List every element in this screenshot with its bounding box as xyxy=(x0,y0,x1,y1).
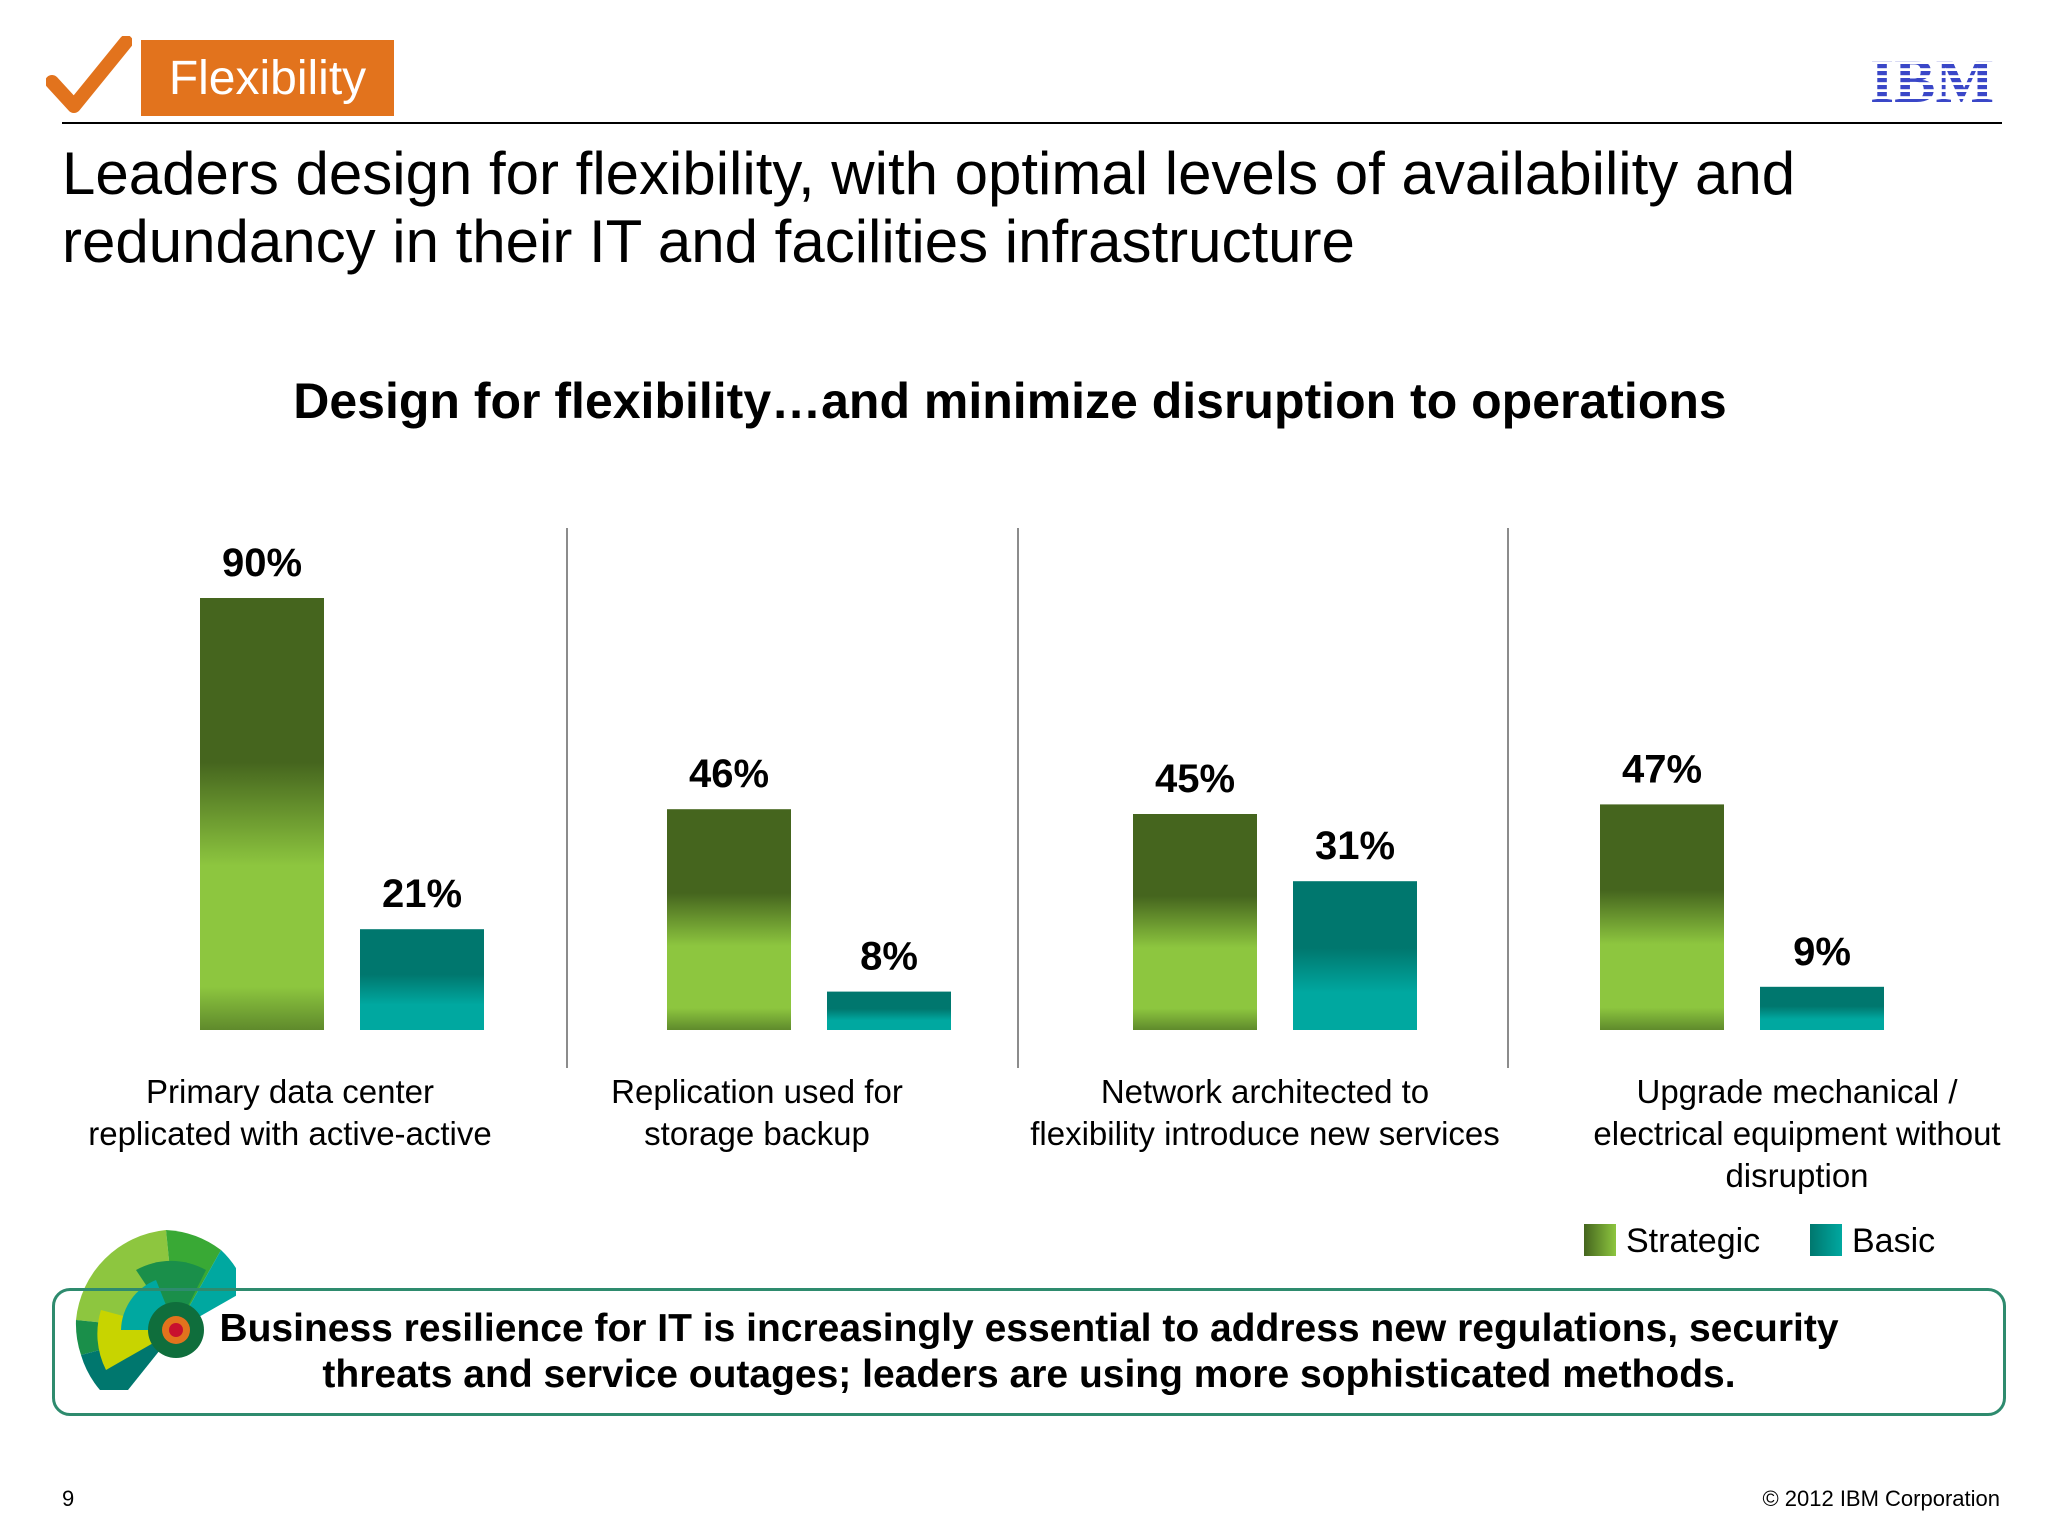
value-label-strategic-2: 46% xyxy=(689,752,769,796)
bar-basic-3 xyxy=(1293,881,1417,1030)
legend-label-strategic: Strategic xyxy=(1626,1222,1760,1260)
value-label-basic-2: 8% xyxy=(860,935,918,979)
value-label-basic-1: 21% xyxy=(382,872,462,916)
svg-text:IBM: IBM xyxy=(1870,50,1994,106)
bar-strategic-1 xyxy=(200,598,324,1030)
callout-box: Business resilience for IT is increasing… xyxy=(52,1288,2006,1416)
group-dividers xyxy=(566,528,1509,1068)
value-label-strategic-4: 47% xyxy=(1622,747,1702,791)
legend-swatch-strategic xyxy=(1584,1224,1616,1256)
category-label-1-line-1: Primary data center xyxy=(146,1073,434,1110)
value-label-strategic-3: 45% xyxy=(1155,757,1235,801)
bar-basic-1 xyxy=(360,929,484,1030)
category-label-4-line-1: Upgrade mechanical / xyxy=(1636,1073,1958,1110)
copyright: © 2012 IBM Corporation xyxy=(1762,1486,2000,1511)
page-headline: Leaders design for flexibility, with opt… xyxy=(62,140,2002,276)
legend-label-basic: Basic xyxy=(1852,1222,1935,1260)
legend: Strategic Basic xyxy=(1584,1222,1935,1260)
category-labels: Primary data center replicated with activ… xyxy=(88,1073,2000,1194)
legend-swatch-basic xyxy=(1810,1224,1842,1256)
chart-title: Design for flexibility…and minimize disr… xyxy=(293,373,1726,429)
callout-line-1: Business resilience for IT is increasing… xyxy=(219,1307,1839,1350)
checkmark-icon xyxy=(46,36,132,113)
page-number: 9 xyxy=(62,1486,75,1511)
callout-line-2: threats and service outages; leaders are… xyxy=(322,1353,1736,1396)
category-label-4-line-2: electrical equipment without xyxy=(1593,1115,2000,1152)
value-label-strategic-1: 90% xyxy=(222,541,302,585)
bar-basic-4 xyxy=(1760,986,1884,1030)
value-label-basic-4: 9% xyxy=(1793,930,1851,974)
headline-line-2: redundancy in their IT and facilities in… xyxy=(62,208,1355,275)
bar-basic-2 xyxy=(827,991,951,1030)
category-label-2-line-1: Replication used for xyxy=(611,1073,903,1110)
category-label-4-line-3: disruption xyxy=(1725,1157,1868,1194)
ibm-logo: IBM xyxy=(1870,50,1994,106)
burst-graphic xyxy=(75,1230,236,1390)
category-label-3-line-2: flexibility introduce new services xyxy=(1030,1115,1500,1152)
bar-strategic-2 xyxy=(667,809,791,1030)
value-label-basic-3: 31% xyxy=(1315,824,1395,868)
header-rule xyxy=(62,122,2002,124)
bar-strategic-4 xyxy=(1600,804,1724,1030)
bar-strategic-3 xyxy=(1133,814,1257,1030)
category-label-2-line-2: storage backup xyxy=(644,1115,870,1152)
category-label-3-line-1: Network architected to xyxy=(1101,1073,1429,1110)
section-tag: Flexibility xyxy=(141,40,394,116)
bars-group: 90% 46% 45% 47% 21% 8% 31% 9% xyxy=(200,541,1884,1030)
category-label-1-line-2: replicated with active-active xyxy=(88,1115,492,1152)
headline-line-1: Leaders design for flexibility, with opt… xyxy=(62,140,1796,207)
